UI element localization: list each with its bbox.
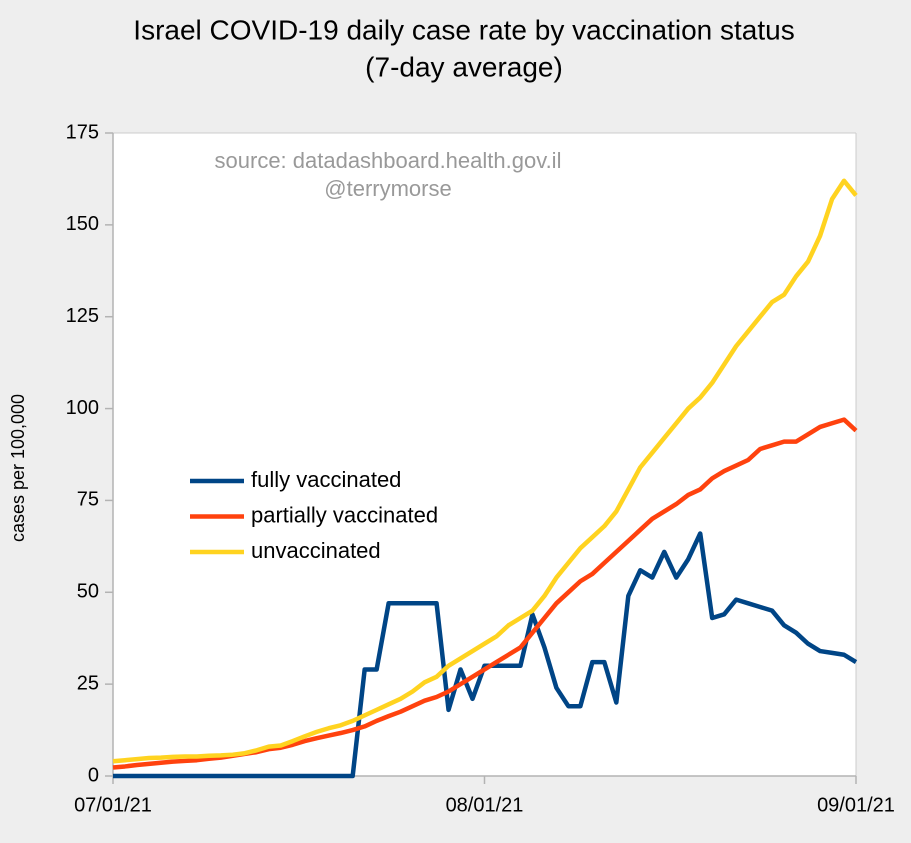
annotation: @terrymorse <box>324 176 451 201</box>
y-tick-label: 0 <box>88 764 99 786</box>
y-axis-label: cases per 100,000 <box>8 394 28 542</box>
chart-title: Israel COVID-19 daily case rate by vacci… <box>133 14 794 45</box>
legend-label: fully vaccinated <box>251 467 401 492</box>
y-tick-label: 75 <box>77 489 99 511</box>
y-tick-label: 100 <box>66 397 99 419</box>
annotation: source: datadashboard.health.gov.il <box>215 148 562 173</box>
x-tick-label: 09/01/21 <box>817 794 895 816</box>
x-tick-label: 08/01/21 <box>446 794 524 816</box>
y-tick-label: 175 <box>66 121 99 143</box>
y-tick-label: 150 <box>66 213 99 235</box>
series-line <box>113 531 858 779</box>
y-tick-label: 125 <box>66 305 99 327</box>
x-tick-label: 07/01/21 <box>74 794 152 816</box>
series-line <box>112 178 858 764</box>
plot-area <box>113 133 856 776</box>
y-tick-label: 50 <box>77 581 99 603</box>
legend-label: unvaccinated <box>251 538 381 563</box>
legend-label: partially vaccinated <box>251 502 438 527</box>
y-tick-label: 25 <box>77 672 99 694</box>
chart-subtitle: (7-day average) <box>365 51 563 82</box>
